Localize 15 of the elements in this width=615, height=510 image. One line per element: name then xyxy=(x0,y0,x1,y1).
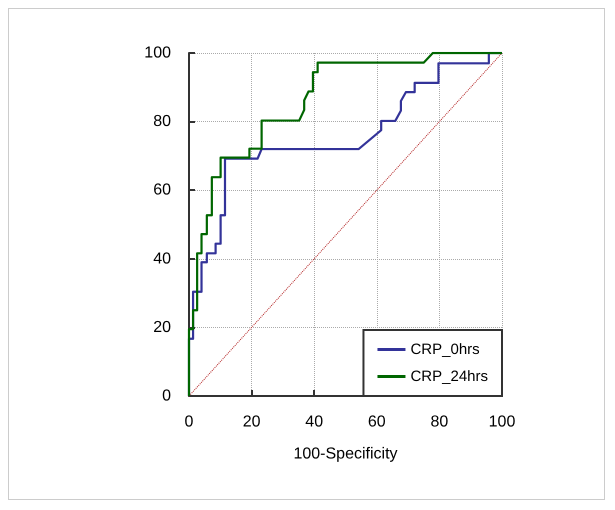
legend-label: CRP_24hrs xyxy=(410,368,488,385)
y-tick-label: 80 xyxy=(153,113,172,130)
x-tick-label: 60 xyxy=(368,414,386,430)
y-tick-label: 0 xyxy=(162,388,172,404)
legend-label: CRP_0hrs xyxy=(410,341,480,358)
x-tick-label: 40 xyxy=(305,414,324,430)
y-tick-label: 100 xyxy=(144,44,172,62)
y-tick-label: 40 xyxy=(153,250,172,268)
x-tick-label: 20 xyxy=(242,414,261,430)
x-tick-label: 100 xyxy=(488,414,516,430)
x-tick-label: 0 xyxy=(184,414,194,430)
y-tick-label: 20 xyxy=(153,318,172,336)
x-tick-label: 80 xyxy=(430,414,448,430)
y-tick-label: 60 xyxy=(153,182,172,199)
x-axis-title: 100-Specificity xyxy=(293,446,398,462)
